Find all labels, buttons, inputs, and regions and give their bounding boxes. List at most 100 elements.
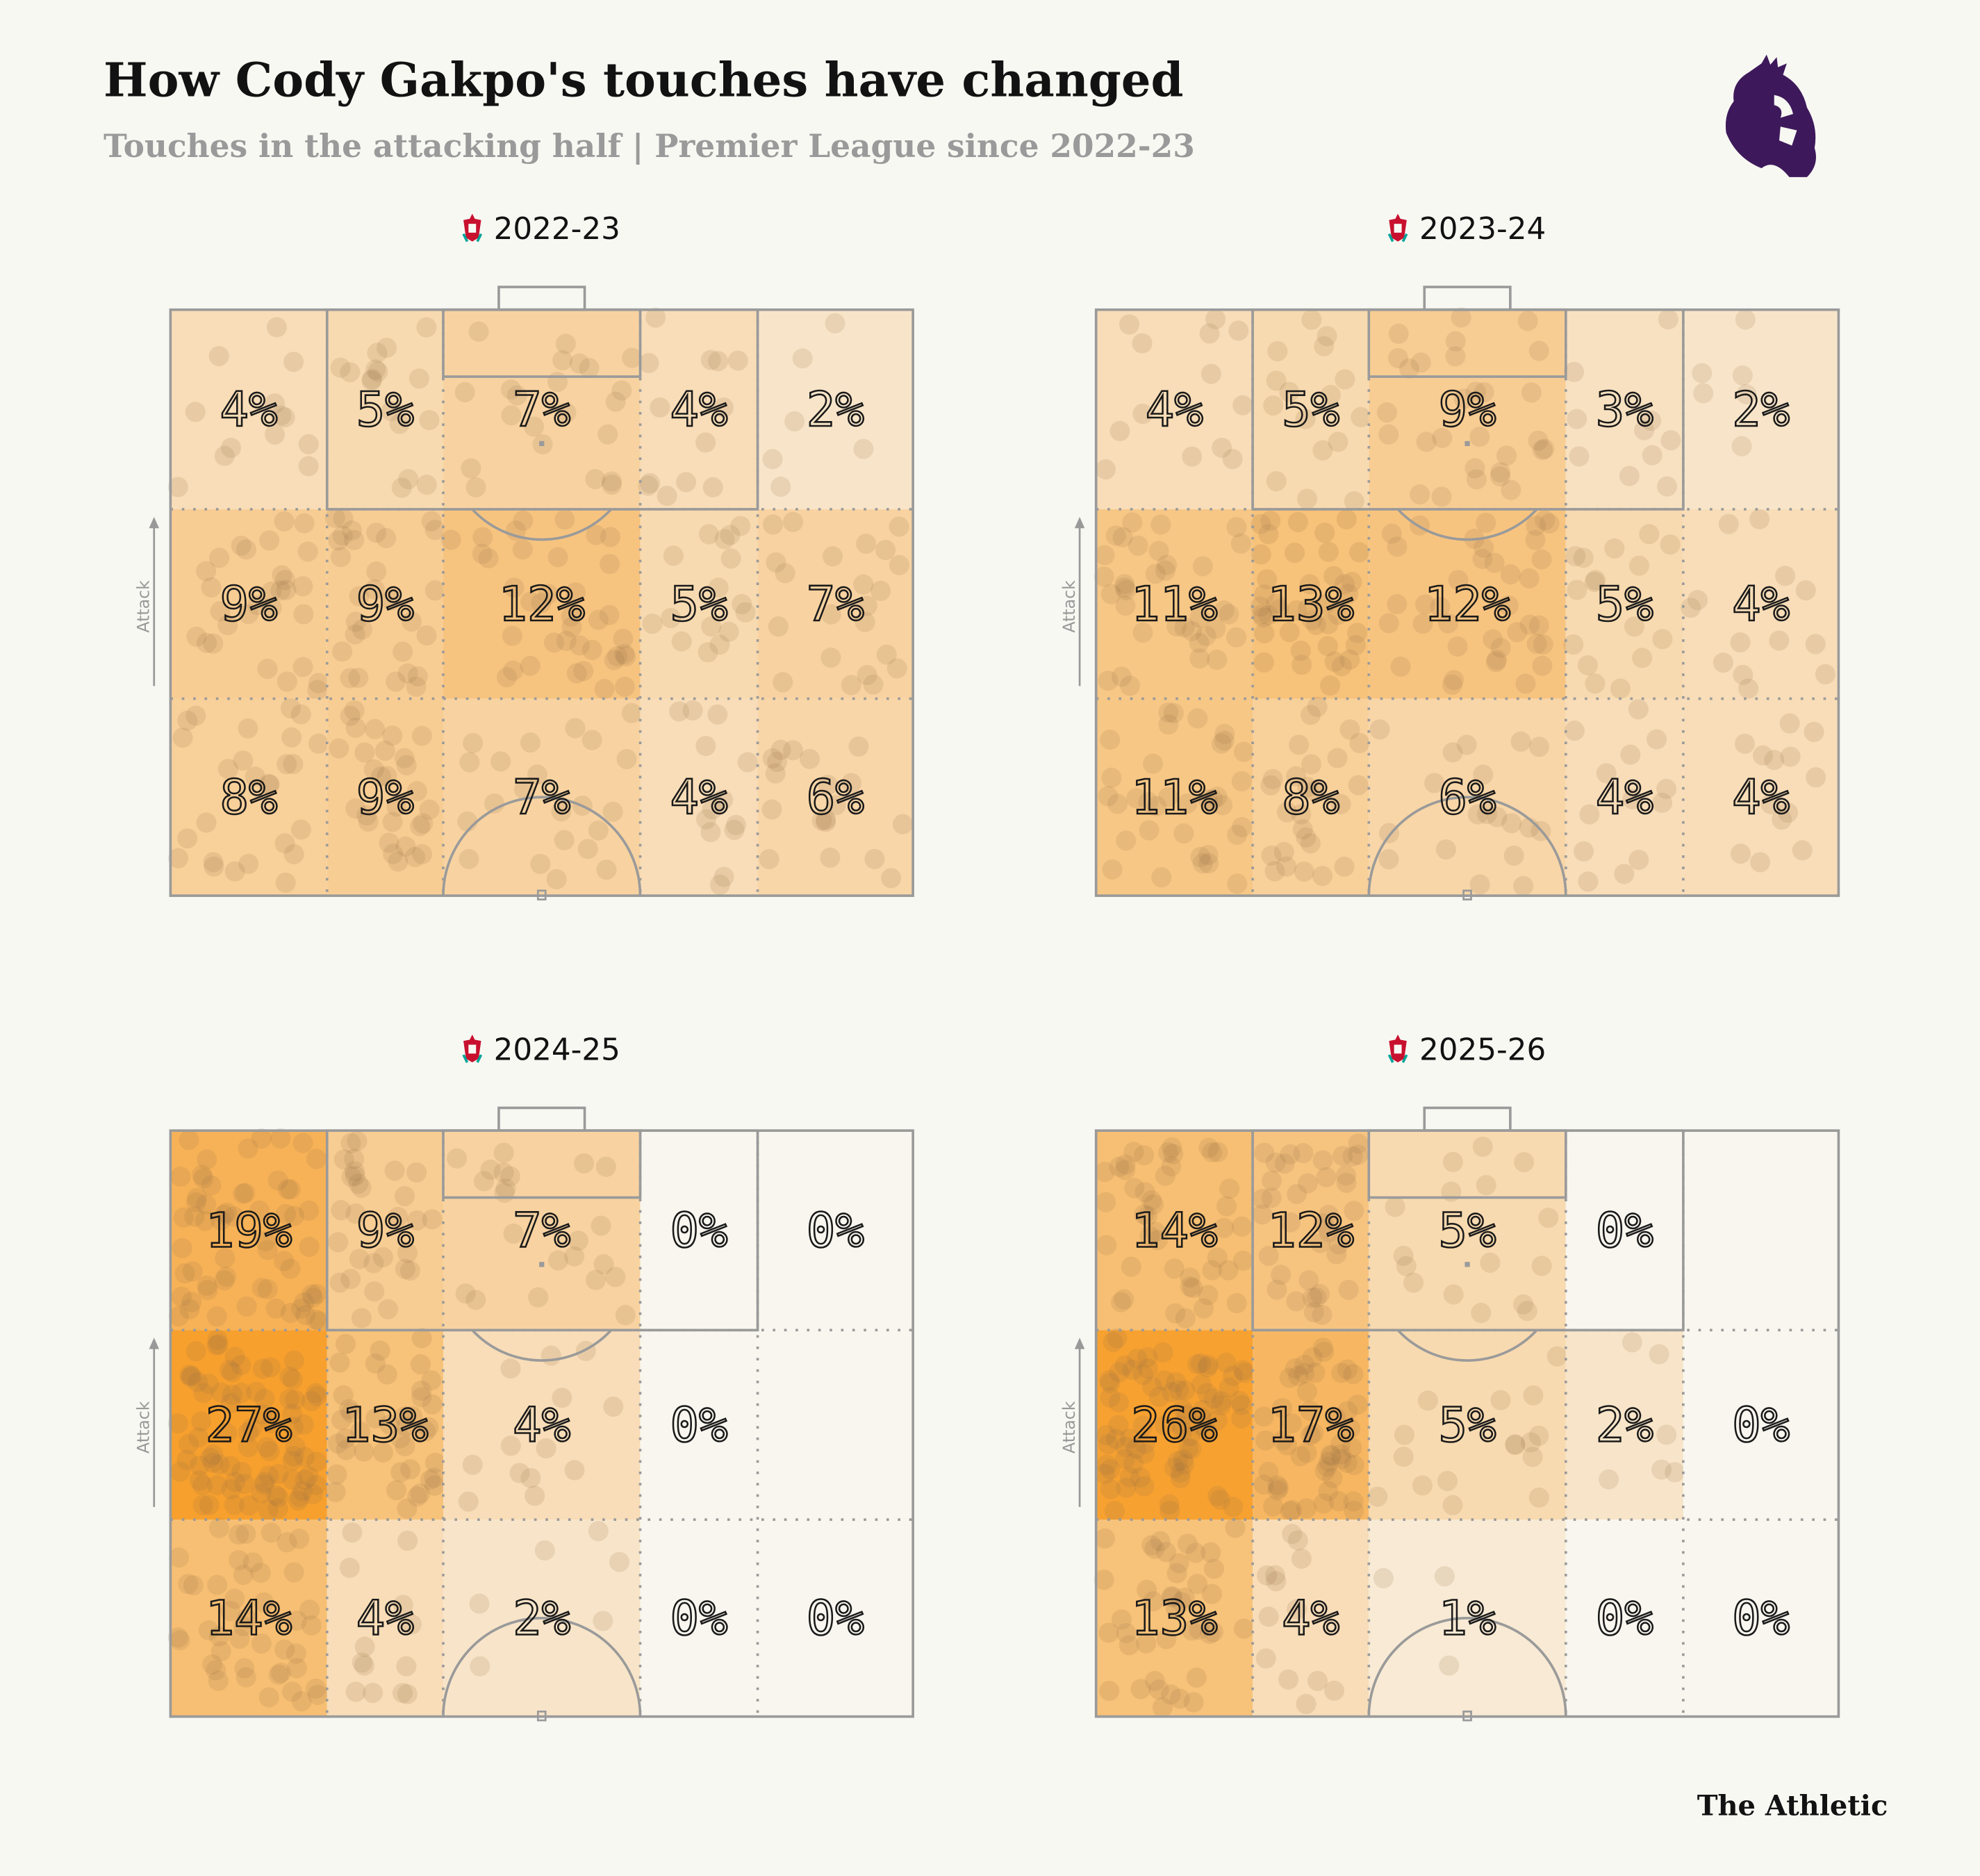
- touch-dot: [277, 671, 297, 692]
- touch-dot: [1490, 1390, 1511, 1410]
- heatmap-cell: [170, 509, 327, 699]
- touch-dot: [1098, 670, 1119, 691]
- season-label: 2023-24: [1419, 212, 1546, 247]
- cell-percentage-label: 11%: [1131, 770, 1218, 825]
- attack-label: Attack: [1059, 1401, 1079, 1454]
- touch-dot: [217, 615, 238, 636]
- touch-dot: [614, 676, 635, 697]
- touch-dot: [1098, 1622, 1119, 1643]
- touch-dot: [551, 801, 572, 822]
- touch-dot: [372, 1246, 393, 1267]
- touch-dot: [254, 1592, 274, 1613]
- touch-dot: [1227, 824, 1248, 846]
- touch-dot: [1442, 742, 1463, 763]
- touch-dot: [1439, 1655, 1460, 1676]
- touch-dot: [1290, 1446, 1311, 1467]
- touch-dot: [574, 1153, 595, 1174]
- touch-dot: [1577, 655, 1598, 676]
- touch-dot: [725, 814, 747, 835]
- touch-dot: [298, 434, 319, 454]
- penalty-spot: [539, 441, 545, 447]
- touch-dot: [366, 561, 387, 582]
- goal: [497, 1106, 586, 1133]
- touch-dot: [1132, 404, 1153, 425]
- heatmap-cell: [1565, 309, 1683, 509]
- touch-dot: [208, 1670, 229, 1691]
- touch-dot: [1528, 1487, 1549, 1508]
- touch-dot: [222, 1362, 242, 1383]
- touch-dot: [503, 1223, 524, 1244]
- touch-dot: [1116, 579, 1137, 600]
- touch-dot: [1490, 462, 1511, 483]
- touch-dot: [1330, 1444, 1351, 1465]
- touch-dot: [1276, 856, 1297, 877]
- touch-dot: [344, 1161, 365, 1182]
- touch-dot: [1103, 1331, 1123, 1353]
- touch-dot: [520, 1467, 541, 1488]
- touch-dot: [1347, 623, 1368, 643]
- touch-dot: [1473, 764, 1494, 785]
- touch-dot: [329, 1352, 350, 1373]
- touch-dot: [1207, 1142, 1228, 1162]
- touch-dot: [331, 1410, 352, 1431]
- touch-dot: [720, 525, 741, 545]
- penalty-arc: [1396, 1329, 1538, 1362]
- touch-dot: [1312, 1150, 1333, 1171]
- touch-dot: [328, 1232, 349, 1253]
- touch-dot: [1484, 552, 1505, 573]
- touch-dot: [1314, 1461, 1335, 1481]
- touch-dot: [1323, 1680, 1345, 1701]
- cell-percentage-label: 4%: [1732, 770, 1790, 825]
- touch-dot: [555, 334, 576, 354]
- touch-dot: [1295, 409, 1316, 429]
- touch-dot: [1399, 358, 1419, 379]
- attack-direction-indicator: Attack: [1059, 1338, 1085, 1507]
- touch-dot: [506, 385, 527, 406]
- touch-dot: [1169, 1688, 1190, 1709]
- touch-dot: [1178, 1438, 1198, 1459]
- touch-dot: [1100, 584, 1121, 604]
- touch-dot: [294, 513, 315, 534]
- touch-dot: [204, 856, 224, 877]
- touch-dot: [484, 793, 505, 814]
- touch-dot: [197, 1280, 218, 1301]
- touch-dot: [1734, 733, 1756, 754]
- touch-dot: [398, 469, 419, 490]
- touch-dot: [1294, 1363, 1314, 1384]
- heatmap-cell: [1253, 698, 1369, 896]
- touch-dot: [379, 832, 399, 853]
- touch-dot: [1778, 803, 1799, 823]
- touch-dot: [1485, 652, 1506, 673]
- touch-dot: [191, 1411, 212, 1432]
- touch-dot: [424, 1475, 445, 1496]
- touch-dot: [855, 611, 875, 632]
- touch-dot: [1302, 1287, 1323, 1308]
- touch-dot: [220, 1456, 241, 1476]
- touch-dot: [188, 1427, 209, 1448]
- touch-dot: [1214, 730, 1235, 751]
- touch-dot: [1432, 427, 1453, 448]
- touch-dot: [695, 809, 717, 830]
- touch-dot: [759, 848, 779, 870]
- touch-dot: [762, 449, 783, 470]
- touch-dot: [675, 472, 697, 493]
- touch-dot: [397, 1684, 418, 1704]
- touch-dot: [1260, 511, 1281, 532]
- heatmap-cell: [327, 1130, 443, 1331]
- cell-percentage-label: 9%: [220, 577, 277, 632]
- touch-dot: [1628, 850, 1649, 871]
- touch-dot: [1199, 1623, 1221, 1644]
- touch-dot: [767, 752, 788, 773]
- touch-dot: [1186, 1667, 1207, 1688]
- touch-dot: [221, 1479, 242, 1499]
- touch-dot: [1225, 1517, 1246, 1538]
- touch-dot: [256, 1437, 277, 1458]
- touch-dot: [1164, 1457, 1185, 1479]
- touch-dot: [1335, 1165, 1357, 1186]
- attack-label: Attack: [1059, 580, 1079, 633]
- touch-dot: [1114, 577, 1135, 598]
- touch-dot: [1273, 841, 1294, 862]
- heatmap-cell: [1683, 1330, 1839, 1520]
- touch-dot: [1114, 573, 1135, 595]
- cell-percentage-label: 4%: [1596, 770, 1653, 825]
